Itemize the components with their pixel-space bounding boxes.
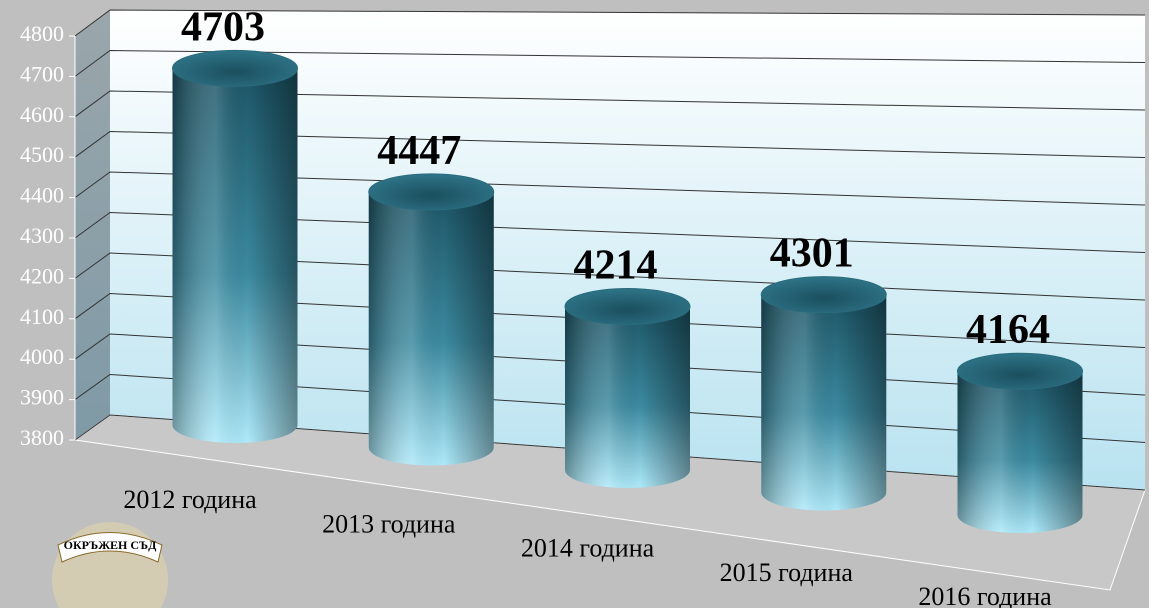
x-tick-label: 2014 година xyxy=(521,534,655,563)
bar-shade xyxy=(761,294,887,511)
y-tick-label: 3900 xyxy=(20,385,64,410)
bar xyxy=(564,287,691,488)
bar xyxy=(760,276,887,511)
value-label: 4164 xyxy=(966,307,1050,353)
bar-shade xyxy=(565,306,690,488)
bar-cap xyxy=(172,49,298,87)
bar-cap xyxy=(564,287,691,325)
x-tick-label: 2012 година xyxy=(123,485,257,514)
grid-line xyxy=(74,49,1146,77)
bar-shade xyxy=(368,191,494,466)
value-label: 4214 xyxy=(574,242,658,288)
y-tick-label: 4800 xyxy=(20,21,64,46)
y-tick-label: 4500 xyxy=(20,142,64,167)
logo: ОКРЪЖЕН СЪД xyxy=(52,522,168,608)
bar-cap xyxy=(957,352,1083,390)
y-tick-label: 4700 xyxy=(20,61,64,86)
y-tick-label: 4400 xyxy=(20,183,64,208)
bar-shade xyxy=(957,371,1083,533)
bar-cap xyxy=(760,276,887,314)
x-tick-label: 2015 година xyxy=(720,558,854,587)
bar xyxy=(957,352,1083,533)
grid-line xyxy=(74,130,1146,158)
grid-line xyxy=(74,90,1146,118)
y-tick-label: 4300 xyxy=(20,223,64,248)
logo-text: ОКРЪЖЕН СЪД xyxy=(64,538,157,552)
value-label: 4447 xyxy=(377,128,461,174)
y-tick-label: 4200 xyxy=(20,263,64,288)
bar-shade xyxy=(172,68,298,443)
value-label: 4301 xyxy=(770,231,854,277)
x-tick-label: 2013 година xyxy=(322,509,456,538)
x-tick-label: 2016 година xyxy=(918,582,1052,608)
y-tick-label: 3800 xyxy=(20,425,64,450)
grid-line xyxy=(74,171,1146,206)
bar-cap xyxy=(368,173,495,211)
bar xyxy=(368,173,495,466)
bar xyxy=(172,49,298,443)
grid-line xyxy=(74,211,1146,253)
value-label: 4703 xyxy=(181,4,265,50)
y-tick-label: 4100 xyxy=(20,304,64,329)
grid-line xyxy=(74,9,1146,37)
y-tick-label: 4600 xyxy=(20,102,64,127)
logo-ribbon xyxy=(57,532,163,563)
y-tick-label: 4000 xyxy=(20,344,64,369)
